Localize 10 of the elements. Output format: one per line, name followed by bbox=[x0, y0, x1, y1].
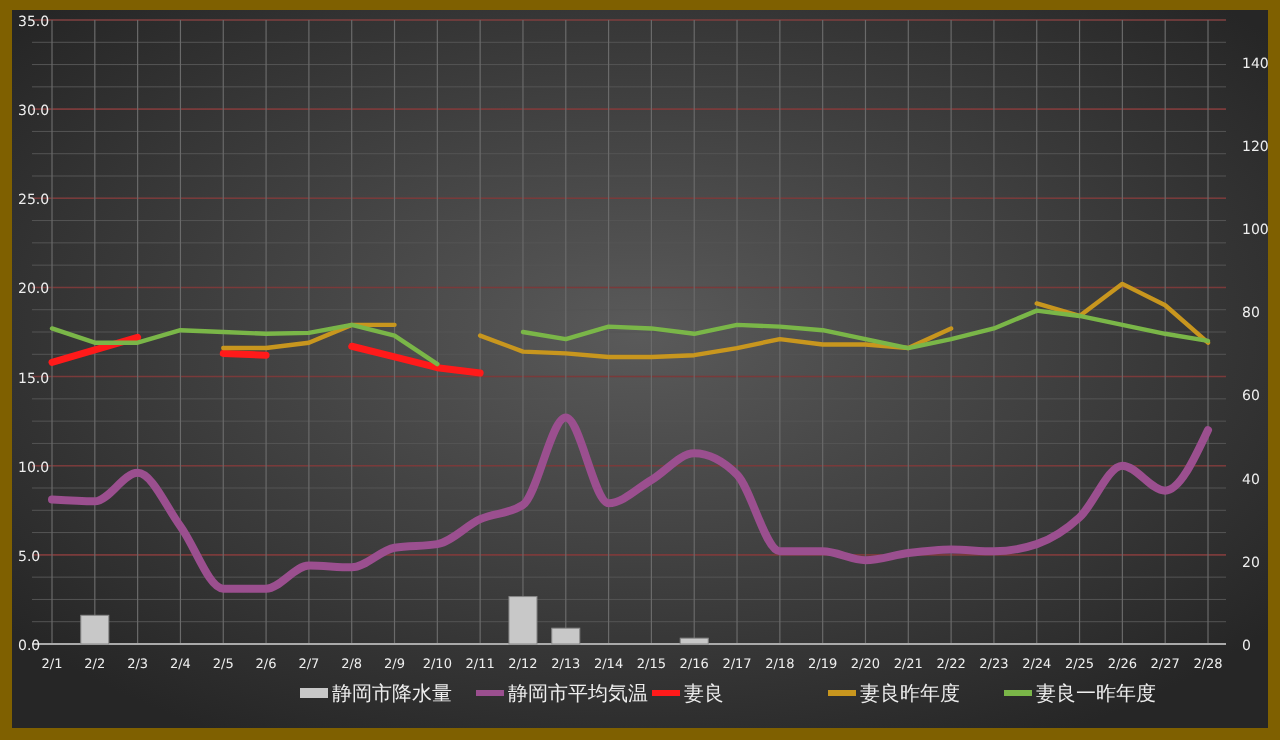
legend-label: 静岡市平均気温 bbox=[508, 682, 648, 706]
bar bbox=[80, 614, 110, 645]
legend-label: 静岡市降水量 bbox=[332, 682, 452, 706]
bar bbox=[679, 637, 709, 645]
bar bbox=[551, 627, 581, 645]
legend-label: 妻良一昨年度 bbox=[1036, 682, 1156, 706]
bar bbox=[508, 596, 538, 645]
legend-label: 妻良昨年度 bbox=[860, 682, 960, 706]
legend-label: 妻良 bbox=[684, 682, 724, 706]
line-series bbox=[48, 413, 1212, 593]
